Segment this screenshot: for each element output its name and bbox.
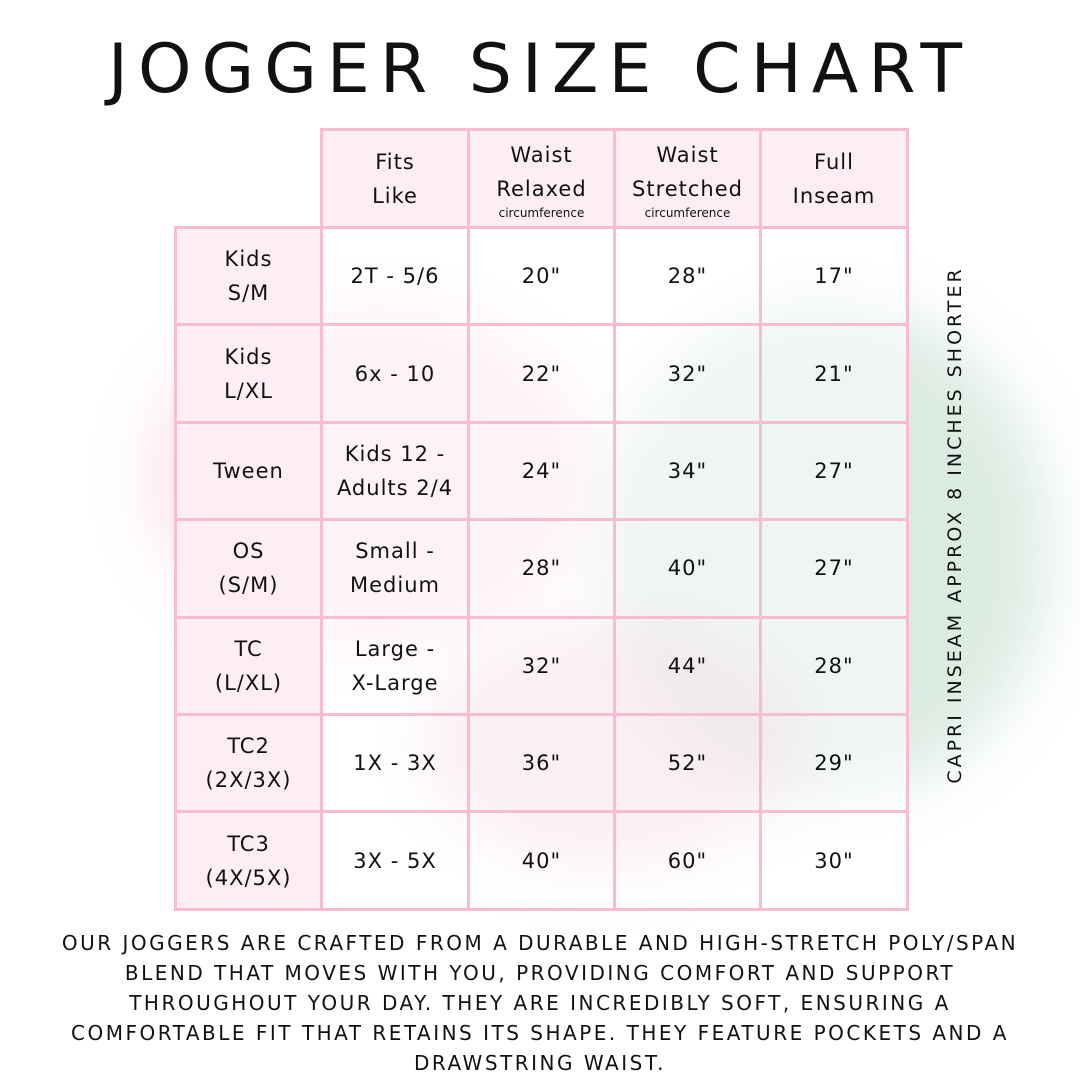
cell-text: L/XL — [224, 378, 273, 403]
cell-text: 40" — [521, 848, 562, 873]
cell-text: (2X/3X) — [205, 768, 292, 793]
fits-like-cell: 6x - 10 — [320, 323, 470, 424]
cell-text: 30" — [814, 848, 854, 873]
stretched-cell: 60" — [613, 810, 762, 911]
fits-like-cell: 1X - 3X — [320, 713, 470, 814]
cell-text: 28" — [814, 653, 854, 678]
cell-text: 27" — [814, 458, 854, 483]
stretched-cell: 40" — [613, 518, 762, 619]
inseam-cell: 27" — [759, 420, 909, 522]
cell-text: Waist — [656, 142, 719, 167]
cell-text: 22" — [521, 361, 562, 386]
cell-text: Relaxed — [496, 176, 587, 201]
cell-text: 28" — [667, 264, 708, 289]
stretched-cell: 34" — [613, 420, 762, 522]
cell-text: Kids 12 - — [344, 441, 446, 466]
inseam-cell: 17" — [759, 226, 909, 327]
fits-like-cell: Large - X-Large — [320, 615, 470, 716]
capri-note: CAPRI INSEAM APPROX 8 INCHES SHORTER — [944, 266, 966, 784]
cell-text: TC3 — [227, 831, 270, 856]
cell-text: 20" — [521, 264, 562, 289]
column-header: Full Inseam — [759, 128, 909, 229]
stretched-cell: 28" — [613, 226, 762, 327]
cell-text: 52" — [667, 751, 708, 776]
cell-text: 24" — [521, 458, 562, 483]
relaxed-cell: 40" — [467, 810, 616, 911]
cell-text: 60" — [667, 848, 708, 873]
cell-text: Small - — [355, 539, 435, 564]
cell-text: Adults 2/4 — [336, 475, 454, 500]
inseam-cell: 28" — [759, 615, 909, 716]
cell-text: 21" — [814, 361, 854, 386]
cell-text: 1X - 3X — [353, 751, 437, 776]
row-size-label: TC (L/XL) — [174, 615, 323, 716]
relaxed-cell: 20" — [467, 226, 616, 327]
row-size-label: Tween — [174, 420, 323, 522]
cell-text: (L/XL) — [214, 670, 283, 695]
inseam-cell: 27" — [759, 518, 909, 619]
cell-text: Inseam — [792, 183, 876, 208]
stretched-cell: 44" — [613, 615, 762, 716]
cell-text: S/M — [227, 281, 270, 306]
cell-text: TC — [234, 636, 263, 661]
cell-text: Full — [814, 149, 854, 174]
stretched-cell: 32" — [613, 323, 762, 424]
relaxed-cell: 24" — [467, 420, 616, 522]
row-size-label: TC3 (4X/5X) — [174, 810, 323, 911]
description: OUR JOGGERS ARE CRAFTED FROM A DURABLE A… — [61, 931, 1019, 1075]
inseam-cell: 30" — [759, 810, 909, 911]
cell-text: Stretched — [632, 176, 743, 201]
column-header: Waist Stretched circumference — [613, 128, 762, 229]
cell-text: Kids — [224, 344, 273, 369]
cell-text: 29" — [814, 751, 854, 776]
column-header: Waist Relaxed circumference — [467, 128, 616, 229]
column-header: Fits Like — [320, 128, 470, 229]
cell-text: Medium — [350, 573, 440, 598]
cell-text: Fits — [375, 149, 415, 174]
row-size-label: TC2 (2X/3X) — [174, 713, 323, 814]
cell-text: Waist — [510, 142, 573, 167]
cell-text: 44" — [667, 653, 708, 678]
cell-text: 36" — [521, 751, 562, 776]
fits-like-cell: 3X - 5X — [320, 810, 470, 911]
fits-like-cell: 2T - 5/6 — [320, 226, 470, 327]
cell-text: Tween — [213, 458, 284, 483]
inseam-cell: 21" — [759, 323, 909, 424]
cell-text: 27" — [814, 556, 854, 581]
cell-text: OS — [232, 539, 265, 564]
relaxed-cell: 22" — [467, 323, 616, 424]
relaxed-cell: 32" — [467, 615, 616, 716]
page-title: JOGGER SIZE CHART — [107, 30, 973, 109]
row-size-label: Kids S/M — [174, 226, 323, 327]
header-subtext: circumference — [498, 205, 585, 220]
cell-text: Large - — [354, 636, 436, 661]
row-size-label: Kids L/XL — [174, 323, 323, 424]
cell-text: TC2 — [227, 734, 270, 759]
cell-text: 40" — [667, 556, 708, 581]
fits-like-cell: Kids 12 - Adults 2/4 — [320, 420, 470, 522]
row-size-label: OS (S/M) — [174, 518, 323, 619]
cell-text: 3X - 5X — [353, 848, 437, 873]
cell-text: 32" — [667, 361, 708, 386]
header-subtext: circumference — [644, 205, 731, 220]
cell-text: Kids — [224, 247, 273, 272]
relaxed-cell: 28" — [467, 518, 616, 619]
cell-text: 28" — [521, 556, 562, 581]
cell-text: (4X/5X) — [205, 865, 292, 890]
cell-text: (S/M) — [218, 573, 279, 598]
cell-text: 32" — [521, 653, 562, 678]
stretched-cell: 52" — [613, 713, 762, 814]
relaxed-cell: 36" — [467, 713, 616, 814]
cell-text: 34" — [667, 458, 708, 483]
cell-text: 6x - 10 — [354, 361, 436, 386]
cell-text: 2T - 5/6 — [350, 264, 440, 289]
fits-like-cell: Small - Medium — [320, 518, 470, 619]
cell-text: 17" — [814, 264, 854, 289]
cell-text: X-Large — [351, 670, 439, 695]
cell-text: Like — [372, 183, 418, 208]
inseam-cell: 29" — [759, 713, 909, 814]
